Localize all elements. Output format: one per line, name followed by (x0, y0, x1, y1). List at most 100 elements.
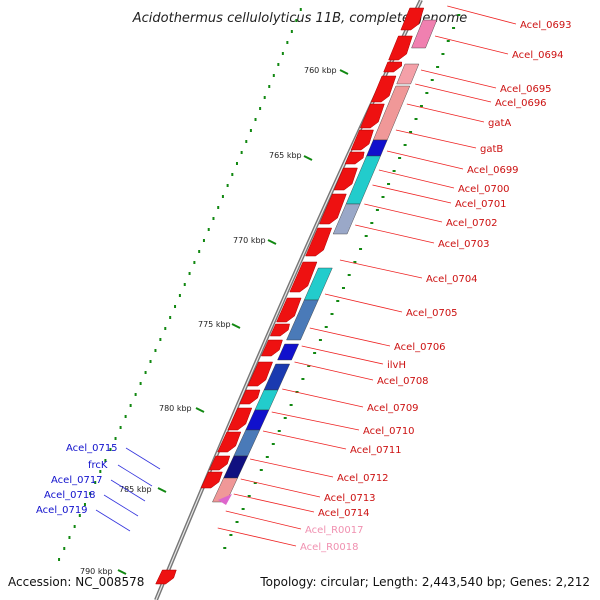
gene-label: Acel_0694 (512, 50, 564, 61)
gc-skew-dot (375, 209, 379, 211)
gene-label: frcK (88, 460, 108, 471)
gc-skew-dot (364, 235, 368, 237)
label-leader-line (372, 184, 452, 204)
gc-skew-dot (202, 239, 205, 242)
tick-label: 785 kbp (119, 485, 152, 494)
gc-skew-dot (104, 459, 107, 462)
gc-skew-dot (295, 19, 298, 22)
gc-skew-dot (259, 469, 263, 471)
label-leader-line (386, 150, 464, 170)
label-leader-line (434, 35, 509, 55)
gc-skew-dot (78, 514, 81, 517)
gc-skew-dot (254, 118, 257, 121)
gc-skew-dot (265, 456, 269, 458)
tick-mark (267, 239, 277, 245)
gc-skew-dot (229, 534, 233, 536)
backbone-highlight (155, 0, 422, 600)
label-leader-line (339, 259, 423, 279)
gc-skew-dot (263, 96, 266, 99)
gc-skew-dot (268, 85, 271, 88)
gc-skew-dot (419, 105, 423, 107)
gc-skew-dot (414, 118, 418, 120)
forward-gene-block (319, 193, 347, 225)
gc-skew-dot (313, 352, 317, 354)
gc-skew-dot (353, 261, 357, 263)
gene-label: Acel_0693 (520, 20, 572, 31)
gc-skew-dot (341, 287, 345, 289)
gc-skew-dot (359, 248, 363, 250)
gc-skew-dot (324, 326, 328, 328)
gc-skew-dot (286, 41, 289, 44)
gc-skew-dot (241, 508, 245, 510)
feature-track (155, 7, 438, 585)
gc-skew-dot (68, 536, 71, 539)
gene-label: Acel_R0018 (300, 542, 359, 553)
accession-text: Accession: NC_008578 (8, 575, 144, 589)
gc-skew-dot (99, 470, 102, 473)
gc-skew-dot (119, 426, 122, 429)
forward-gene-block (276, 297, 302, 323)
gene-label: Acel_0710 (363, 426, 415, 437)
gc-skew-dot (253, 482, 257, 484)
gc-skew-dot (83, 503, 86, 506)
gc-skew-dot (330, 313, 334, 315)
gene-label: Acel_0699 (467, 165, 519, 176)
gc-skew-dot (301, 378, 305, 380)
tick-label: 770 kbp (233, 236, 266, 245)
label-leader-line (447, 5, 517, 25)
gc-skew-dot (403, 144, 407, 146)
tick-label: 780 kbp (159, 404, 192, 413)
gene-label: Acel_0708 (377, 376, 429, 387)
label-leader-line (309, 327, 391, 347)
gc-skew-dot (129, 404, 132, 407)
gc-skew-dot (307, 365, 311, 367)
gc-skew-dot (89, 492, 92, 495)
gc-skew-dot (114, 437, 117, 440)
gc-skew-dot (109, 448, 112, 451)
forward-gene-block (305, 227, 333, 257)
gc-skew-dot (289, 404, 293, 406)
tick-label: 775 kbp (198, 320, 231, 329)
gene-label: Acel_0700 (458, 184, 510, 195)
gc-skew-dot (281, 52, 284, 55)
gene-label: Acel_0715 (66, 443, 118, 454)
gc-skew-dot (174, 305, 177, 308)
label-leader-line (233, 493, 315, 513)
forward-gene-block (247, 361, 273, 387)
reverse-gene-block (286, 299, 319, 341)
forward-gene-block (200, 471, 223, 489)
gene-label: Acel_0703 (438, 239, 490, 250)
tick-mark (157, 487, 167, 493)
gc-skew-dot (58, 558, 61, 561)
forward-gene-block (260, 339, 283, 357)
forward-gene-block (333, 167, 358, 191)
rna-marker (218, 494, 232, 505)
tick-label: 790 kbp (80, 567, 113, 576)
tick-mark (339, 69, 349, 75)
gene-label: Acel_0706 (394, 342, 446, 353)
reverse-gene-block (332, 203, 361, 235)
forward-gene-block (350, 129, 374, 151)
gc-skew-dot (217, 206, 220, 209)
label-leader-line (225, 510, 302, 530)
topology-text: Topology: circular; Length: 2,443,540 bp… (259, 575, 590, 589)
label-leader-line (355, 224, 435, 244)
label-leader-line (378, 169, 455, 189)
gene-label: gatA (488, 118, 511, 129)
gc-skew-dot (398, 157, 402, 159)
gc-skew-dot (299, 8, 302, 11)
gc-skew-dot (249, 129, 252, 132)
gc-skew-dot (457, 14, 461, 16)
gc-skew-dot (452, 27, 456, 29)
gc-skew-dot (231, 173, 234, 176)
label-leader-line (117, 464, 153, 487)
tick-label: 760 kbp (304, 66, 337, 75)
tick-mark (117, 569, 127, 575)
gene-label: Acel_0696 (495, 98, 547, 109)
gene-label: gatB (480, 144, 503, 155)
forward-gene-block (370, 75, 397, 103)
backbone (154, 0, 423, 600)
tick-label: 765 kbp (269, 151, 302, 160)
